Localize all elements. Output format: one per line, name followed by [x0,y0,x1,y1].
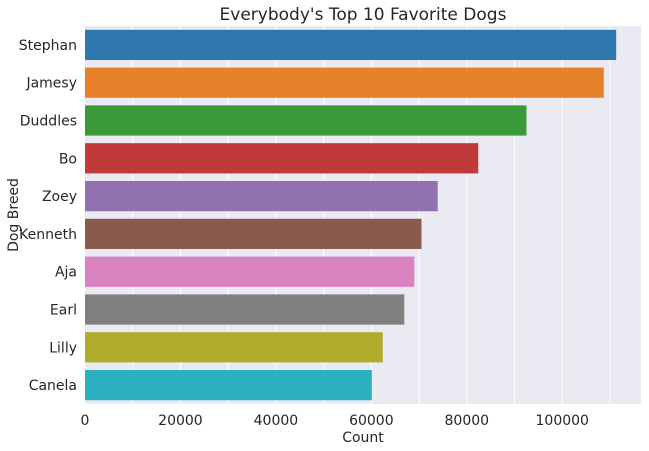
x-axis-label: Count [342,430,384,446]
y-tick-labels: Stephan Jamesy Duddles Bo Zoey Kenneth Aja Earl… [19,38,77,394]
bar-zoey [85,180,438,212]
y-tick-label: Earl [50,303,77,319]
bar-canela [85,369,372,401]
y-axis-label: Dog Breed [6,178,22,252]
y-tick-label: Zoey [42,189,77,205]
bar-duddles [85,105,527,136]
chart-title: Everybody's Top 10 Favorite Dogs [220,5,507,25]
bar-bo [85,143,479,174]
y-tick-label: Bo [59,151,77,167]
x-tick-label: 0 [81,413,90,429]
bars [85,29,617,401]
x-tick-label: 40000 [254,413,299,429]
bar-lilly [85,332,383,363]
y-tick-label: Stephan [19,38,77,54]
bar-kenneth [85,218,422,250]
y-tick-label: Aja [55,265,77,281]
y-tick-label: Canela [29,378,77,394]
x-tick-label: 60000 [349,413,394,429]
x-tick-label: 100000 [536,413,589,429]
y-tick-label: Lilly [49,340,77,356]
bar-jamesy [85,67,604,98]
y-tick-label: Kenneth [19,227,77,243]
x-tick-label: 80000 [445,413,490,429]
bar-earl [85,294,405,325]
y-tick-label: Jamesy [25,76,77,92]
x-tick-label: 20000 [158,413,203,429]
x-tick-labels: 0 20000 40000 60000 80000 100000 [81,413,589,429]
bar-aja [85,256,415,287]
y-tick-label: Duddles [20,114,77,130]
bar-stephan [85,29,617,61]
